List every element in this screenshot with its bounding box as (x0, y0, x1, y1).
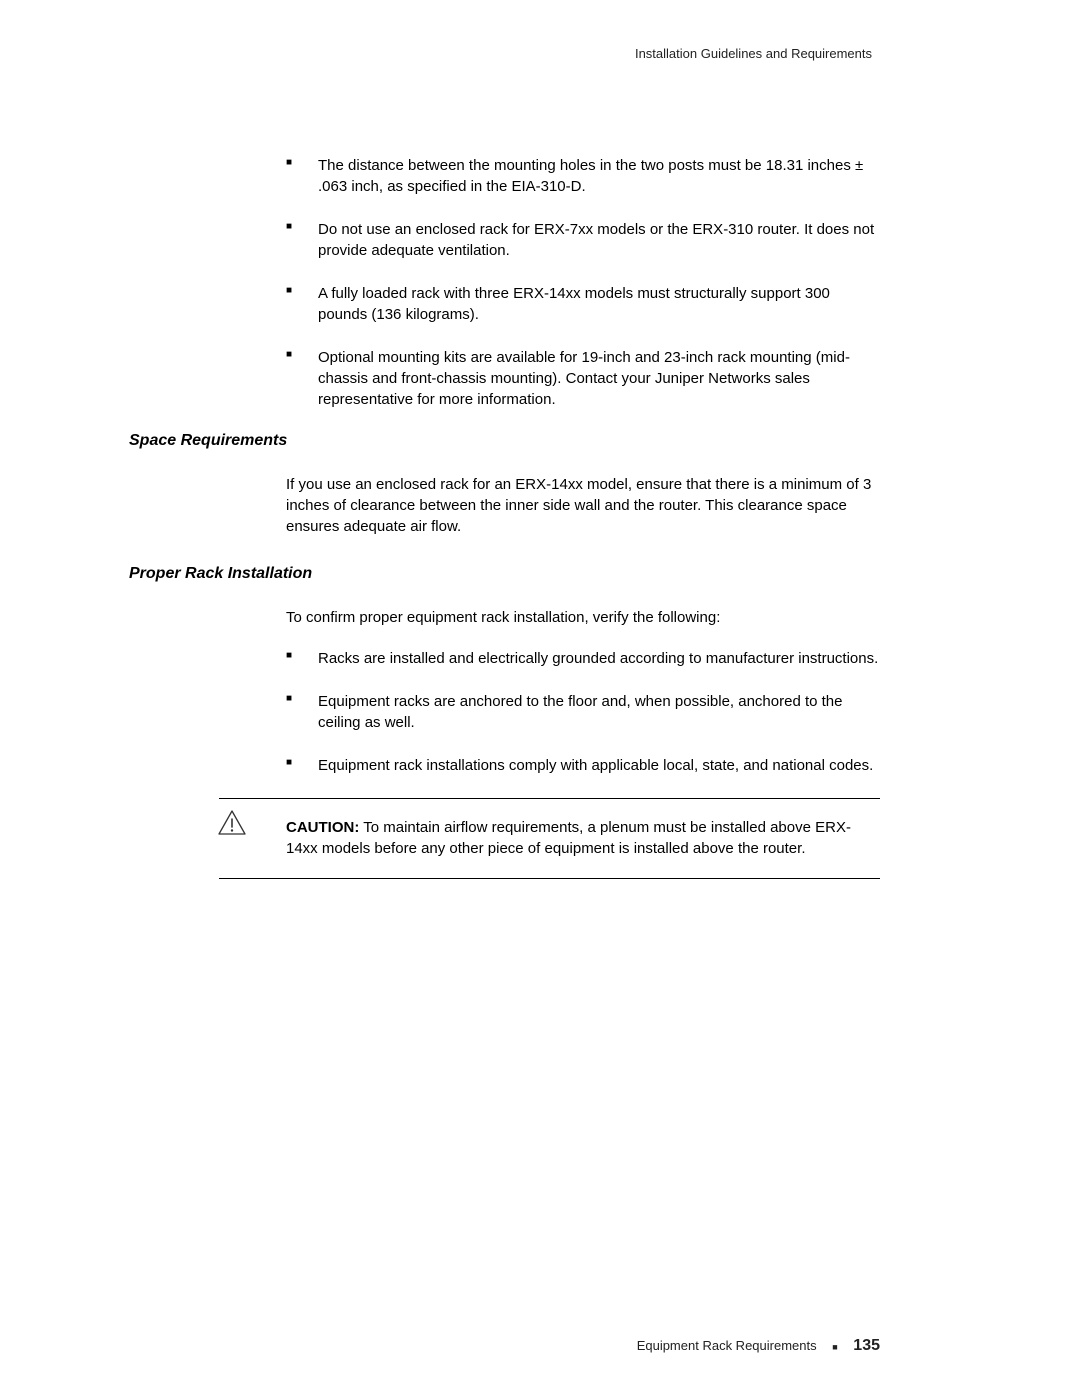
footer-page-number: 135 (853, 1337, 880, 1354)
proper-rack-intro: To confirm proper equipment rack install… (286, 607, 880, 628)
intro-bullet-list: The distance between the mounting holes … (286, 155, 880, 410)
space-requirements-body: If you use an enclosed rack for an ERX-1… (286, 474, 880, 537)
list-item: Equipment rack installations comply with… (286, 755, 880, 776)
list-item: The distance between the mounting holes … (286, 155, 880, 197)
divider-top (219, 798, 880, 799)
page-footer: Equipment Rack Requirements ■ 135 (637, 1337, 880, 1355)
main-content: The distance between the mounting holes … (129, 155, 880, 897)
footer-section-title: Equipment Rack Requirements (637, 1338, 817, 1353)
caution-icon (218, 810, 246, 836)
proper-rack-heading: Proper Rack Installation (129, 565, 880, 583)
list-item: Do not use an enclosed rack for ERX-7xx … (286, 219, 880, 261)
list-item: A fully loaded rack with three ERX-14xx … (286, 283, 880, 325)
caution-label: CAUTION: (286, 819, 359, 836)
page-header-right: Installation Guidelines and Requirements (635, 46, 872, 61)
list-item: Equipment racks are anchored to the floo… (286, 691, 880, 733)
space-requirements-heading: Space Requirements (129, 432, 880, 450)
list-item: Racks are installed and electrically gro… (286, 648, 880, 669)
divider-bottom (219, 878, 880, 879)
caution-text: To maintain airflow requirements, a plen… (286, 819, 851, 857)
footer-separator-icon: ■ (832, 1342, 837, 1352)
proper-rack-bullet-list: Racks are installed and electrically gro… (286, 648, 880, 776)
caution-note: CAUTION: To maintain airflow requirement… (286, 817, 880, 860)
list-item: Optional mounting kits are available for… (286, 347, 880, 410)
